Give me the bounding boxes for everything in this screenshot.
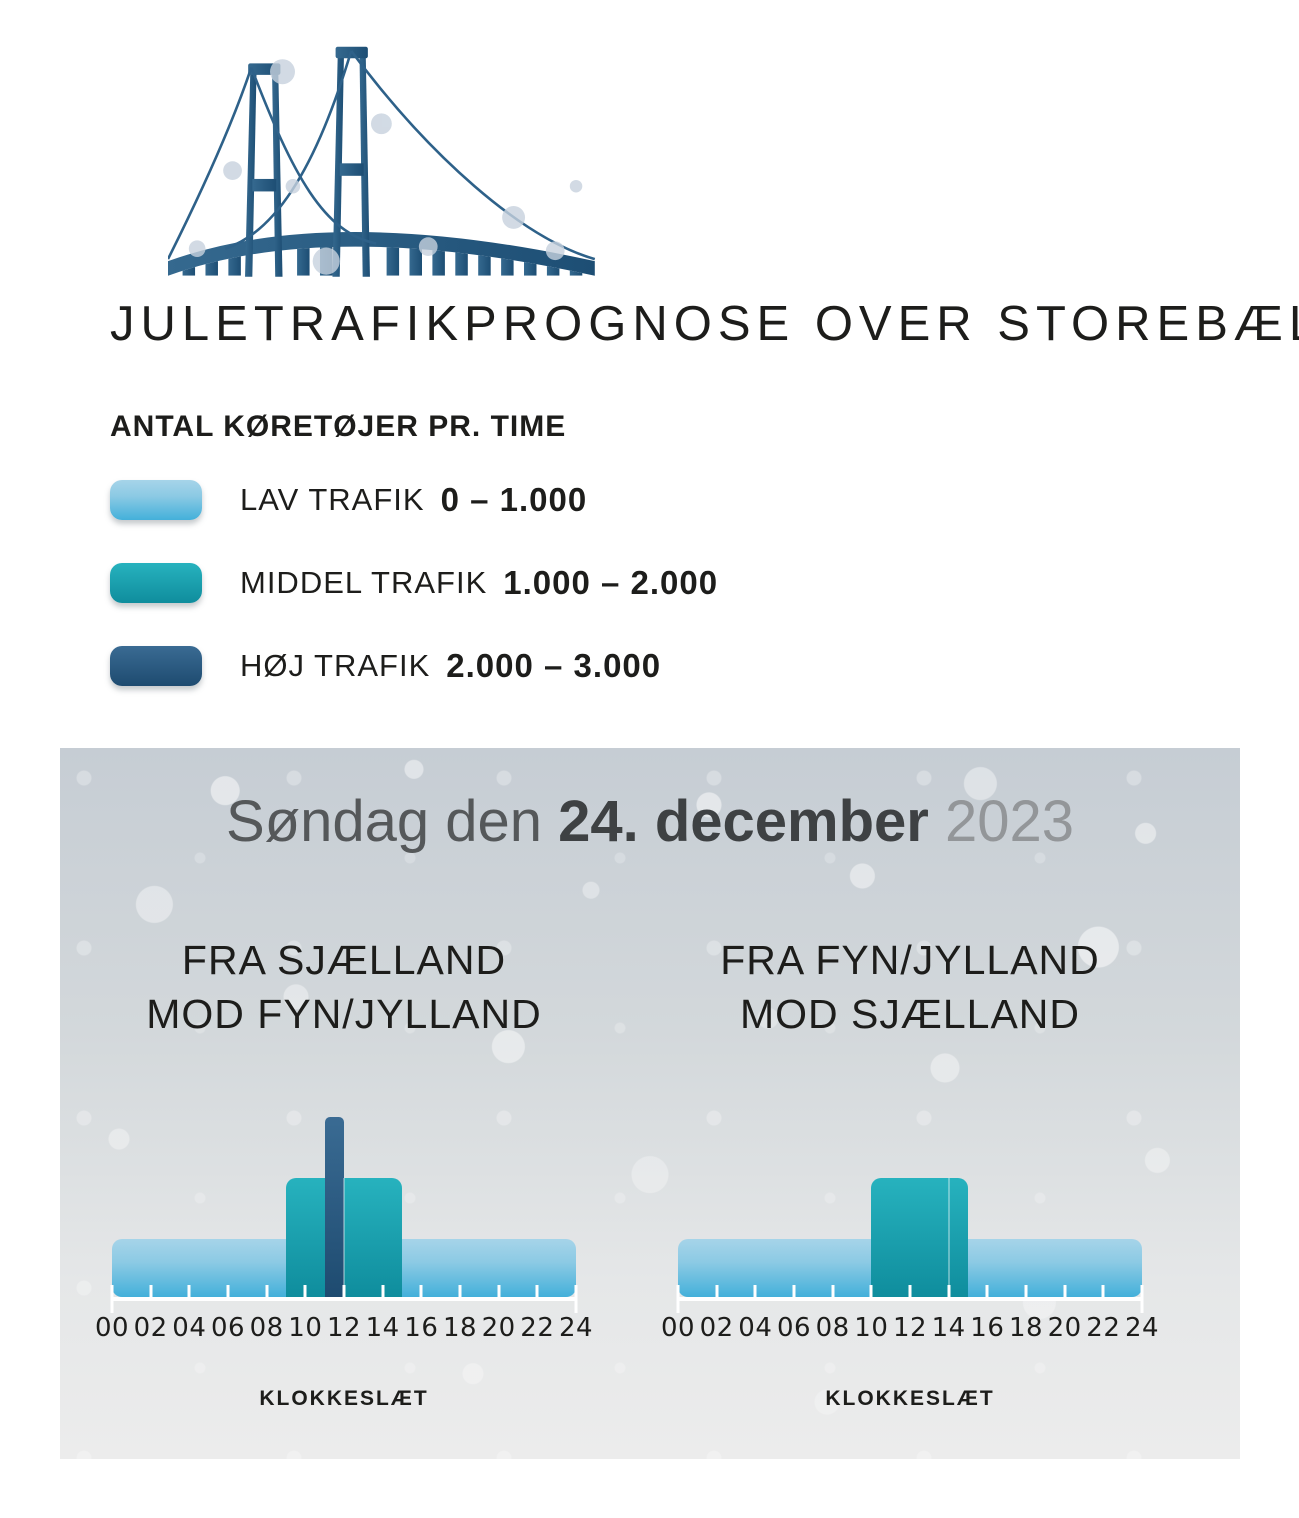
hour-label: 04 [738, 1313, 773, 1343]
chart-title-line1: FRA SJÆLLAND [181, 937, 507, 983]
hour-label: 24 [1124, 1313, 1160, 1343]
middel-trafik-swatch [110, 563, 202, 603]
hour-label: 12 [326, 1313, 362, 1343]
forecast-panel: Søndag den 24. december 2023 FRA SJÆLLAN… [60, 748, 1240, 1459]
lav-trafik-swatch [110, 480, 202, 520]
page-title: JULETRAFIKPROGNOSE OVER STOREBÆLT [110, 297, 1299, 351]
hour-label: 08 [815, 1313, 850, 1343]
axis-tick [947, 1285, 951, 1301]
legend: ANTAL KØRETØJER PR. TIME LAV TRAFIK 0 – … [110, 410, 718, 729]
time-axis [110, 1285, 578, 1313]
hour-label: 02 [699, 1313, 734, 1343]
axis-tick [908, 1285, 912, 1301]
hour-label: 04 [172, 1313, 207, 1343]
axis-tick [792, 1285, 796, 1301]
bar-seam [343, 1178, 345, 1297]
legend-range: 2.000 – 3.000 [446, 647, 662, 684]
axis-tick [715, 1285, 719, 1301]
axis-tick [1063, 1285, 1067, 1301]
legend-range: 0 – 1.000 [440, 481, 588, 518]
axis-tick [419, 1285, 423, 1301]
axis-caption: KLOKKESLÆT [259, 1387, 429, 1410]
axis-tick [381, 1285, 385, 1301]
axis-tick [1101, 1285, 1105, 1301]
axis-tick [869, 1285, 873, 1301]
chart-title: FRA FYN/JYLLAND MOD SJÆLLAND [678, 933, 1142, 1041]
bar-hoej [324, 1117, 344, 1297]
date-prefix: Søndag den [225, 789, 542, 854]
axis-tick [303, 1285, 307, 1301]
hour-label: 18 [442, 1313, 478, 1343]
date-year: 2023 [945, 789, 1075, 854]
hour-label: 06 [210, 1313, 246, 1343]
axis-tick [535, 1285, 539, 1301]
hoej-trafik-swatch [110, 646, 202, 686]
chart-fyn-jylland-to-sjaelland: FRA FYN/JYLLAND MOD SJÆLLAND 00 02 04 06 08 1… [661, 933, 1159, 1411]
axis-tick [342, 1285, 346, 1301]
chart-bars [678, 1115, 1142, 1297]
hour-labels: 00 02 04 06 08 10 12 14 16 18 20 22 24 [95, 1313, 593, 1345]
hour-label: 22 [520, 1313, 555, 1343]
date-heading: Søndag den 24. december 2023 [60, 788, 1240, 855]
axis-tick [458, 1285, 462, 1301]
chart-title-line1: FRA FYN/JYLLAND [720, 937, 1100, 983]
bar-middel [344, 1178, 402, 1297]
hour-label: 10 [854, 1313, 889, 1343]
hour-label: 02 [133, 1313, 168, 1343]
legend-item-lav: LAV TRAFIK 0 – 1.000 [110, 480, 718, 520]
hour-label: 18 [1008, 1313, 1044, 1343]
axis-tick [1024, 1285, 1028, 1301]
axis-tick [187, 1285, 191, 1301]
legend-range: 1.000 – 2.000 [503, 564, 719, 601]
axis-tick [265, 1285, 269, 1301]
hour-label: 16 [404, 1313, 439, 1343]
axis-tick [831, 1285, 835, 1301]
chart-bars [112, 1115, 576, 1297]
axis-tick [1140, 1285, 1144, 1313]
axis-tick [497, 1285, 501, 1301]
axis-caption: KLOKKESLÆT [825, 1387, 995, 1410]
bar-middel [948, 1178, 968, 1297]
legend-item-hoej: HØJ TRAFIK 2.000 – 3.000 [110, 646, 718, 686]
hour-label: 20 [481, 1313, 516, 1343]
legend-label: HØJ TRAFIK [240, 648, 431, 683]
storebaelt-bridge-icon [168, 46, 596, 277]
hour-label: 24 [558, 1313, 594, 1343]
time-axis [676, 1285, 1144, 1313]
hour-label: 10 [288, 1313, 323, 1343]
axis-tick [985, 1285, 989, 1301]
legend-heading: ANTAL KØRETØJER PR. TIME [110, 410, 567, 443]
hour-labels: 00 02 04 06 08 10 12 14 16 18 20 22 24 [661, 1313, 1159, 1345]
hour-label: 20 [1047, 1313, 1082, 1343]
chart-title-line2: MOD FYN/JYLLAND [146, 991, 542, 1037]
chart-title: FRA SJÆLLAND MOD FYN/JYLLAND [112, 933, 576, 1041]
hour-label: 08 [249, 1313, 284, 1343]
axis-tick [110, 1285, 114, 1313]
hour-label: 22 [1086, 1313, 1121, 1343]
hour-label: 14 [365, 1313, 400, 1343]
legend-item-middel: MIDDEL TRAFIK 1.000 – 2.000 [110, 563, 718, 603]
bar-middel [871, 1178, 949, 1297]
axis-tick [574, 1285, 578, 1313]
hour-label: 00 [94, 1313, 130, 1343]
axis-tick [676, 1285, 680, 1313]
bar-seam [947, 1178, 950, 1297]
hour-label: 16 [970, 1313, 1005, 1343]
date-day: 24. december [558, 789, 929, 854]
axis-tick [226, 1285, 230, 1301]
axis-tick [149, 1285, 153, 1301]
hour-label: 12 [892, 1313, 928, 1343]
hour-label: 14 [931, 1313, 966, 1343]
hour-label: 06 [776, 1313, 812, 1343]
chart-sjaelland-to-fyn-jylland: FRA SJÆLLAND MOD FYN/JYLLAND 00 02 04 06 08 1… [95, 933, 593, 1411]
legend-label: MIDDEL TRAFIK [240, 565, 488, 600]
axis-tick [753, 1285, 757, 1301]
hour-label: 00 [660, 1313, 696, 1343]
legend-label: LAV TRAFIK [240, 482, 425, 517]
chart-title-line2: MOD SJÆLLAND [739, 991, 1081, 1037]
